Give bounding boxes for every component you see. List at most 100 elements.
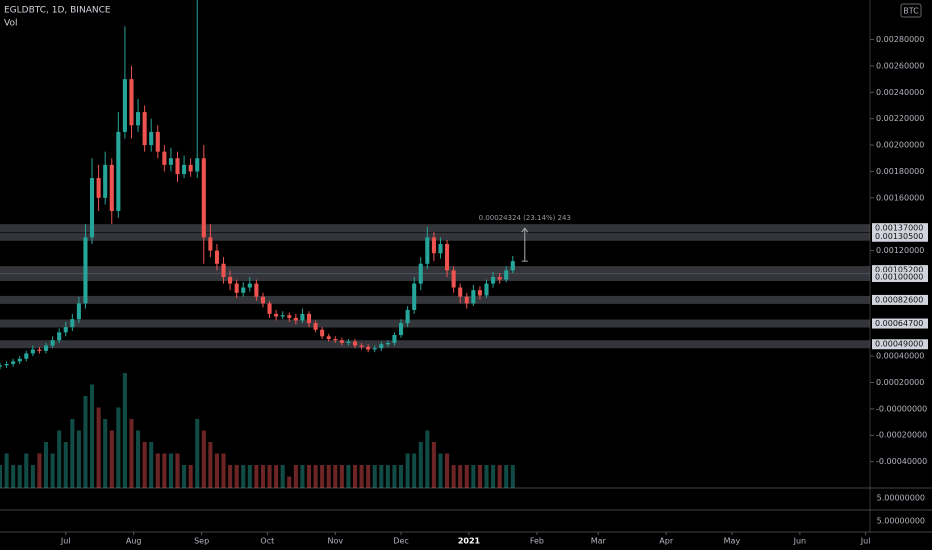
candle-body	[267, 303, 272, 314]
volume-bar	[17, 465, 22, 488]
volume-bar	[372, 465, 377, 488]
candle-body	[300, 313, 305, 321]
candle-body	[458, 287, 463, 297]
volume-bar	[438, 453, 443, 488]
y-tick-label: 0.00120000	[876, 246, 924, 255]
candle-body	[76, 303, 81, 320]
candle-body	[445, 244, 450, 271]
level-band	[0, 295, 870, 304]
candle-body	[208, 237, 213, 251]
volume-label: Vol	[4, 19, 17, 29]
candle-body	[497, 276, 502, 280]
y-tick-label: -0.00040000	[876, 457, 927, 466]
candle-body	[142, 112, 147, 146]
volume-bar	[208, 442, 213, 488]
level-band	[0, 266, 870, 275]
measure-label: 0.00024324 (23.14%) 243	[479, 214, 571, 222]
volume-bar	[0, 465, 3, 488]
volume-bar	[103, 419, 108, 488]
volume-bar	[50, 453, 55, 488]
volume-bar	[30, 465, 35, 488]
volume-bar	[24, 453, 29, 488]
candle-body	[418, 263, 423, 284]
candle-body	[504, 270, 509, 280]
candle-body	[136, 112, 141, 126]
candle-body	[274, 313, 279, 317]
candle-body	[116, 131, 121, 212]
x-tick-label: Apr	[659, 537, 674, 546]
candle-body	[63, 327, 68, 333]
volume-bar	[366, 465, 371, 488]
candle-body	[464, 296, 469, 304]
candle-body	[254, 283, 259, 297]
candle-body	[11, 361, 16, 365]
volume-bar	[182, 465, 187, 488]
currency-box[interactable]	[900, 3, 922, 18]
volume-bar	[90, 384, 95, 488]
volume-bar	[300, 465, 305, 488]
volume-bar	[398, 465, 404, 488]
candle-body	[168, 158, 173, 165]
candle-body	[379, 344, 384, 349]
level-label-box	[872, 223, 928, 234]
candle-body	[149, 131, 154, 146]
x-tick-label: 2021	[458, 537, 481, 546]
volume-bar	[195, 419, 200, 488]
candle-body	[385, 342, 390, 345]
volume-bar	[122, 373, 127, 488]
volume-bar	[385, 465, 390, 488]
volume-bar	[70, 419, 75, 488]
volume-bar	[412, 453, 417, 488]
candle-body	[129, 79, 134, 126]
volume-bar	[247, 465, 252, 488]
y-tick-label: 0.00220000	[876, 114, 924, 123]
y-tick-label: 0.00200000	[876, 141, 924, 150]
candle-body	[30, 349, 35, 354]
candle-body	[247, 283, 252, 288]
volume-bar	[405, 453, 410, 488]
candle-body	[425, 237, 430, 264]
candle-body	[70, 319, 75, 328]
candle-body	[471, 290, 476, 304]
volume-bar	[142, 442, 147, 488]
volume-bar	[346, 465, 351, 488]
x-tick-label: Sep	[194, 537, 209, 546]
volume-bar	[162, 453, 167, 488]
candle-body	[182, 164, 187, 175]
volume-bar	[339, 465, 344, 488]
currency-label[interactable]: BTC	[903, 7, 919, 16]
pane-label: 5.00000000	[877, 494, 925, 503]
volume-bar	[168, 453, 173, 488]
volume-bar	[228, 465, 233, 488]
volume-bar	[320, 465, 325, 488]
volume-bar	[418, 442, 423, 488]
level-label-box	[872, 271, 928, 282]
level-label-box	[872, 294, 928, 305]
level-band	[0, 272, 870, 281]
candle-body	[313, 323, 318, 330]
x-tick-label: Feb	[530, 537, 544, 546]
x-tick-label: Aug	[126, 537, 142, 546]
volume-bar	[155, 453, 160, 488]
x-tick-label: Jul	[60, 537, 71, 546]
volume-bar	[267, 465, 272, 488]
volume-bar	[352, 465, 358, 488]
volume-bar	[280, 465, 285, 488]
volume-bar	[241, 465, 246, 488]
candle-body	[122, 79, 127, 132]
candle-body	[510, 261, 515, 271]
volume-bar	[188, 465, 193, 488]
candle-body	[326, 336, 331, 339]
candle-body	[392, 335, 397, 343]
volume-bar	[175, 453, 180, 488]
x-tick-label: Jun	[793, 537, 807, 546]
candle-body	[451, 270, 456, 288]
volume-bar	[451, 465, 456, 488]
volume-bar	[234, 465, 239, 488]
candle-body	[293, 317, 298, 321]
level-label: 0.00082600	[875, 295, 923, 304]
volume-bar	[392, 465, 397, 488]
volume-bar	[214, 453, 219, 488]
measure-arrowhead	[521, 227, 529, 233]
level-label-box	[872, 318, 928, 329]
